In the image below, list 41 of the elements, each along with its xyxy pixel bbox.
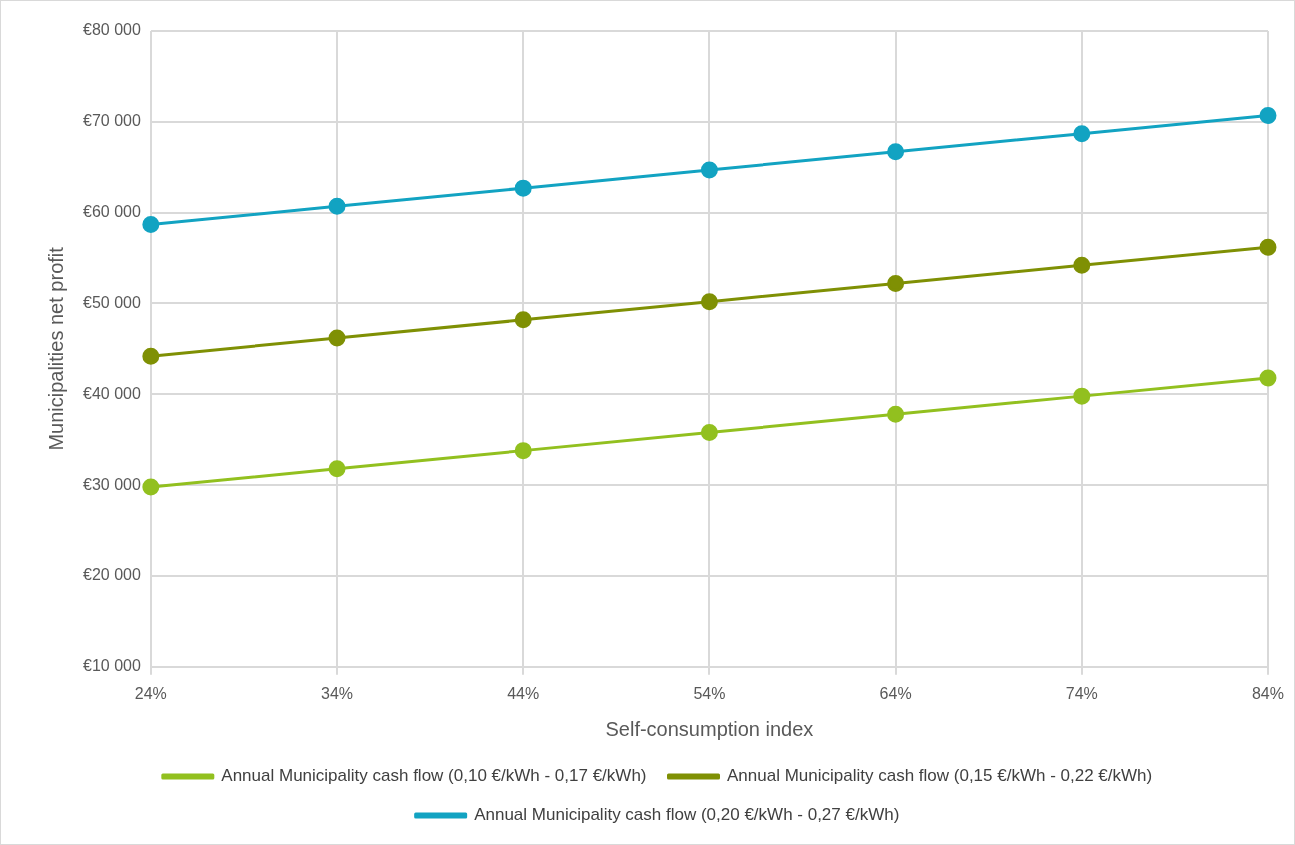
y-tick-label: €70 000 xyxy=(82,112,141,130)
y-tick-label: €20 000 xyxy=(82,566,141,584)
point xyxy=(328,329,346,347)
point xyxy=(700,293,718,311)
x-tick-label: 24% xyxy=(134,684,167,702)
point xyxy=(700,423,718,441)
point xyxy=(142,215,160,233)
y-tick-label: €40 000 xyxy=(82,384,141,402)
point xyxy=(700,161,718,179)
x-tick-label: 34% xyxy=(321,684,354,702)
y-tick-label: €80 000 xyxy=(82,21,141,39)
x-tick-label: 54% xyxy=(693,684,726,702)
y-tick-label: €10 000 xyxy=(82,657,141,675)
y-axis-title: Municipalities net profit xyxy=(44,246,67,451)
y-tick-label: €30 000 xyxy=(82,475,141,493)
x-tick-label: 84% xyxy=(1251,684,1284,702)
point xyxy=(887,275,905,292)
y-tick-label: €60 000 xyxy=(82,203,141,221)
legend-label: Annual Municipality cash flow (0,20 €/kWh - 0,27 €/kWh) xyxy=(474,805,900,825)
point xyxy=(1073,387,1091,405)
point xyxy=(887,143,905,161)
point xyxy=(514,311,532,329)
point xyxy=(1259,106,1277,124)
point xyxy=(1259,369,1277,387)
legend-label: Annual Municipality cash flow (0,10 €/kWh - 0,17 €/kWh) xyxy=(221,766,647,786)
x-tick-label: 64% xyxy=(879,684,912,702)
point xyxy=(1259,238,1277,256)
point xyxy=(514,179,532,197)
point xyxy=(514,442,532,460)
x-axis-title: Self-consumption index xyxy=(605,717,814,740)
point xyxy=(328,197,346,215)
x-tick-label: 74% xyxy=(1065,684,1098,702)
x-tick-label: 44% xyxy=(507,684,540,702)
point xyxy=(887,405,905,423)
point xyxy=(1073,256,1091,274)
y-tick-label: €50 000 xyxy=(82,293,141,311)
point xyxy=(1073,125,1091,143)
point xyxy=(328,460,346,478)
point xyxy=(142,478,160,496)
legend-label: Annual Municipality cash flow (0,15 €/kWh - 0,22 €/kWh) xyxy=(727,766,1153,786)
point xyxy=(142,347,160,365)
